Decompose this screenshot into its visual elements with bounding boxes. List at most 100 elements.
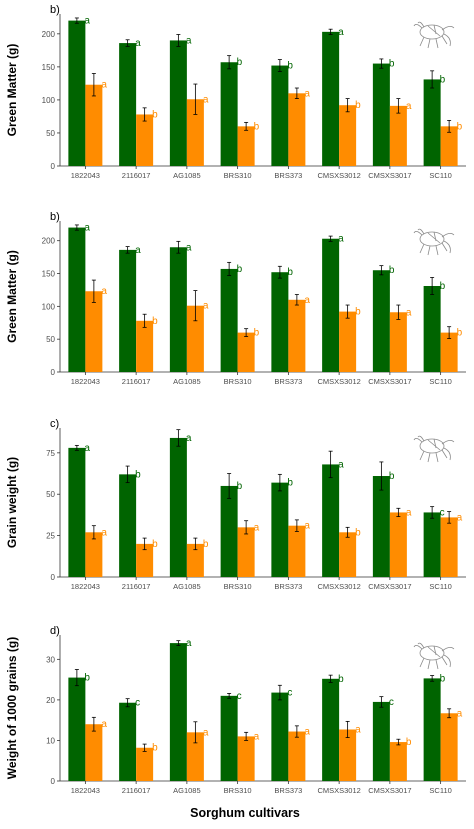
bar	[288, 525, 306, 577]
significance-letter: a	[135, 38, 141, 49]
plant-insect-icon	[413, 642, 455, 670]
significance-letter: c	[135, 698, 140, 709]
bar	[339, 532, 357, 577]
significance-letter: a	[84, 223, 90, 234]
panel-label: b)	[50, 4, 60, 16]
significance-letter: b	[355, 527, 361, 538]
significance-letter: a	[101, 80, 107, 91]
bar	[389, 742, 407, 781]
bar	[237, 736, 255, 781]
bar	[136, 114, 154, 166]
significance-letter: a	[186, 242, 192, 253]
significance-letter: a	[254, 731, 260, 742]
significance-letter: b	[406, 737, 412, 748]
bar	[389, 105, 407, 166]
bar	[220, 485, 238, 577]
x-tick-label: CMSXS3012	[317, 786, 360, 795]
y-tick-label: 200	[42, 237, 56, 246]
significance-letter: a	[84, 443, 90, 454]
significance-letter: c	[440, 507, 445, 518]
y-tick-label: 25	[46, 532, 55, 541]
significance-letter: b	[355, 307, 361, 318]
significance-letter: b	[457, 328, 463, 339]
bar	[440, 517, 458, 577]
x-tick-label: SC110	[429, 582, 451, 591]
bar	[136, 747, 154, 781]
icon-leaf	[443, 33, 451, 47]
x-tick-label: AG1085	[173, 786, 201, 795]
x-tick-label: BRS373	[274, 786, 302, 795]
bar	[339, 105, 357, 166]
icon-body	[419, 438, 445, 454]
y-tick-label: 100	[42, 96, 56, 105]
significance-letter: b	[287, 478, 293, 489]
significance-letter: b	[152, 539, 158, 550]
icon-legs	[419, 24, 448, 49]
bar	[440, 332, 458, 372]
x-tick-label: CMSXS3017	[368, 582, 411, 591]
significance-letter: a	[254, 522, 260, 533]
significance-letter: b	[203, 539, 209, 550]
x-tick-label: 2116017	[122, 171, 151, 180]
x-tick-label: SC110	[429, 377, 451, 386]
bar	[372, 270, 390, 372]
y-axis-label: Green Matter (g)	[5, 250, 19, 343]
bar	[423, 678, 441, 781]
bar	[68, 677, 86, 781]
bar	[423, 512, 441, 577]
y-tick-label: 20	[46, 696, 55, 705]
significance-letter: a	[186, 638, 192, 649]
panel-label: b)	[50, 211, 60, 223]
significance-letter: b	[457, 121, 463, 132]
significance-letter: b	[287, 267, 293, 278]
y-tick-label: 200	[42, 30, 56, 39]
significance-letter: a	[304, 88, 310, 99]
icon-legs	[419, 231, 448, 256]
icon-antenna	[413, 435, 455, 445]
chart-panel: 0 25 50 75 c) Grain weight (g) 1822043 a a 211601…	[5, 418, 466, 591]
icon-leaf	[443, 240, 451, 254]
y-tick-label: 0	[51, 573, 56, 582]
icon-antenna	[413, 228, 455, 238]
x-tick-label: 1822043	[71, 171, 100, 180]
plant-insect-icon	[413, 228, 455, 256]
bar	[169, 247, 187, 372]
x-tick-label: AG1085	[173, 377, 201, 386]
plant-insect-icon	[413, 435, 455, 463]
significance-letter: a	[406, 307, 412, 318]
x-axis-label: Sorghum cultivars	[190, 806, 300, 820]
bar	[322, 238, 340, 372]
y-axis-label: Green Matter (g)	[5, 44, 19, 137]
significance-letter: b	[254, 328, 260, 339]
bar	[339, 729, 357, 781]
x-tick-label: 2116017	[122, 582, 151, 591]
x-tick-label: BRS373	[274, 377, 302, 386]
significance-letter: a	[338, 459, 344, 470]
bar	[288, 731, 306, 781]
significance-letter: b	[287, 61, 293, 72]
y-tick-label: 50	[46, 490, 55, 499]
x-tick-label: 2116017	[122, 377, 151, 386]
y-tick-label: 0	[51, 162, 56, 171]
significance-letter: a	[338, 234, 344, 245]
bar	[440, 126, 458, 166]
bar	[136, 320, 154, 372]
significance-letter: b	[84, 673, 90, 684]
bar	[186, 732, 204, 781]
significance-letter: a	[203, 727, 209, 738]
bar	[68, 20, 86, 166]
x-tick-label: 1822043	[71, 377, 100, 386]
x-tick-label: CMSXS3012	[317, 582, 360, 591]
significance-letter: a	[406, 507, 412, 518]
icon-body	[419, 231, 445, 247]
bar	[271, 482, 289, 577]
y-tick-label: 150	[42, 270, 56, 279]
bar	[423, 285, 441, 372]
y-tick-label: 50	[46, 335, 55, 344]
bar	[85, 532, 103, 577]
significance-letter: a	[135, 245, 141, 256]
bar	[440, 713, 458, 781]
y-tick-label: 10	[46, 736, 55, 745]
y-tick-label: 100	[42, 302, 56, 311]
y-axis-label: Grain weight (g)	[5, 457, 19, 548]
